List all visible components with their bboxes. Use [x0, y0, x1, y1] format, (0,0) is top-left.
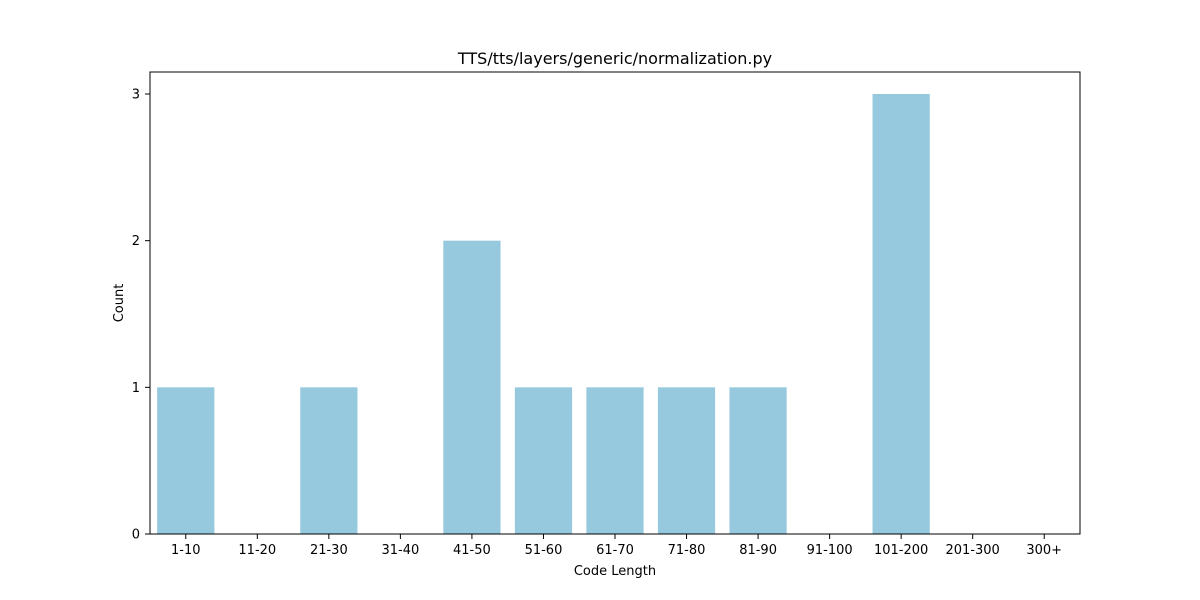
- x-tick-label: 41-50: [453, 543, 491, 558]
- bar-41-50: [443, 240, 501, 535]
- bar-21-30: [300, 387, 358, 534]
- y-tick-label: 3: [132, 88, 140, 103]
- x-tick-label: 81-90: [739, 543, 777, 558]
- y-axis-label: Count: [112, 284, 127, 323]
- bar-71-80: [657, 387, 716, 534]
- x-tick-label: 51-60: [525, 543, 563, 558]
- bars-group: [157, 94, 930, 535]
- x-tick-label: 201-300: [946, 543, 1000, 558]
- x-tick-label: 61-70: [596, 543, 634, 558]
- x-tick-label: 300+: [1026, 543, 1062, 558]
- plot-area-frame: [149, 71, 1081, 535]
- x-tick-label: 101-200: [874, 543, 928, 558]
- x-tick-label: 71-80: [668, 543, 706, 558]
- bar-1-10: [157, 387, 215, 534]
- x-ticks-group: 1-10 11-20 21-30 31-40 41-50 51-60 61-70 71-80 8…: [171, 534, 1062, 558]
- x-tick-label: 31-40: [381, 543, 419, 558]
- x-tick-label: 91-100: [807, 543, 853, 558]
- y-tick-label: 2: [132, 234, 140, 249]
- y-tick-label: 1: [132, 381, 140, 396]
- x-axis-label: Code Length: [574, 564, 656, 579]
- bar-51-60: [514, 387, 573, 534]
- x-tick-label: 1-10: [171, 543, 201, 558]
- y-ticks-group: 0 1 2 3: [132, 88, 150, 543]
- y-tick-label: 0: [132, 528, 140, 543]
- chart-title: TTS/tts/layers/generic/normalization.py: [457, 49, 772, 68]
- bar-81-90: [729, 387, 787, 534]
- bar-101-200: [872, 94, 930, 534]
- x-tick-label: 21-30: [310, 543, 348, 558]
- bar-61-70: [586, 387, 644, 534]
- x-tick-label: 11-20: [238, 543, 276, 558]
